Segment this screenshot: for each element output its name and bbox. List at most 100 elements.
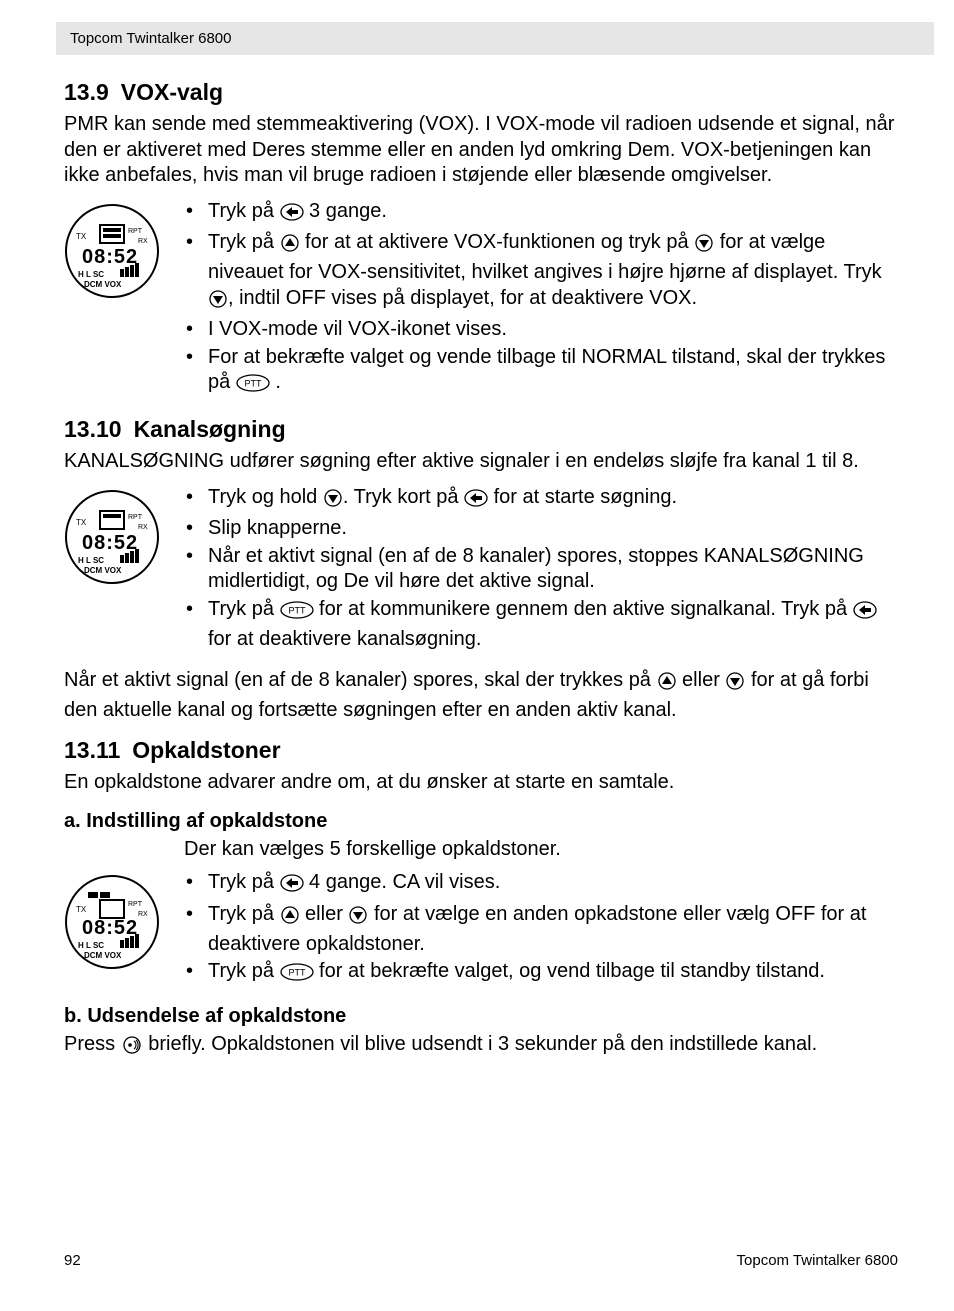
footer-page-number: 92 (64, 1252, 81, 1269)
list-item: Tryk på PTT for at bekræfte valget, og v… (180, 959, 898, 989)
down-icon (348, 906, 368, 932)
svg-text:RX: RX (138, 238, 148, 245)
list-item: Tryk på 4 gange. CA vil vises. (180, 870, 898, 900)
svg-text:H L SC: H L SC (78, 270, 104, 279)
header-product: Topcom Twintalker 6800 (70, 30, 231, 47)
list-item: Tryk på for at at aktivere VOX-funktione… (180, 230, 898, 315)
text: 4 gange. CA vil vises. (304, 871, 501, 893)
section-13-11-a-lead: Der kan vælges 5 forskellige opkaldstone… (184, 837, 898, 863)
svg-text:H L SC: H L SC (78, 556, 104, 565)
list-item: I VOX-mode vil VOX-ikonet vises. (180, 317, 898, 343)
text: Tryk på (208, 871, 280, 893)
section-13-10-bullets: Tryk og hold . Tryk kort på for at start… (180, 485, 898, 655)
lcd-illustration-3: TX RPT RX 08:52 H L SC DCM VOX (64, 874, 160, 970)
text: eller (677, 669, 726, 691)
text: Tryk og hold (208, 486, 323, 508)
page: Topcom Twintalker 6800 13.9 VOX-valg PMR … (0, 22, 954, 1311)
list-item: Tryk på PTT for at kommunikere gennem de… (180, 597, 898, 652)
list-item: Tryk på 3 gange. (180, 199, 898, 229)
menu-icon (280, 874, 304, 900)
section-13-9-row: TX RPT RX 08:52 H L SC DCM VOX Tryk på 3… (64, 199, 898, 402)
text: . (270, 371, 281, 393)
text: . Tryk kort på (343, 486, 464, 508)
svg-text:RPT: RPT (128, 901, 143, 908)
section-13-11-title: Opkaldstoner (132, 737, 280, 763)
section-13-10-post: Når et aktivt signal (en af de 8 kanaler… (64, 668, 898, 723)
section-13-10-row: TX RPT RX 08:52 H L SC DCM VOX Tryk og h… (64, 485, 898, 655)
text: for at starte søgning. (488, 486, 677, 508)
down-icon (323, 489, 343, 515)
section-13-10-title: Kanalsøgning (134, 416, 286, 442)
menu-icon (853, 601, 877, 627)
ptt-icon: PTT (280, 963, 314, 989)
svg-text:08:52: 08:52 (82, 532, 138, 554)
list-item: Slip knapperne. (180, 516, 898, 542)
list-item: Tryk på eller for at vælge en anden opka… (180, 902, 898, 957)
text: briefly. Opkaldstonen vil blive udsendt … (143, 1033, 817, 1055)
footer-product: Topcom Twintalker 6800 (737, 1252, 898, 1269)
list-item: For at bekræfte valget og vende tilbage … (180, 345, 898, 400)
svg-text:DCM VOX: DCM VOX (84, 951, 122, 960)
ptt-icon: PTT (236, 374, 270, 400)
text: 3 gange. (304, 200, 387, 222)
lcd-illustration-2: TX RPT RX 08:52 H L SC DCM VOX (64, 489, 160, 585)
ptt-icon: PTT (280, 601, 314, 627)
section-13-9-heading: 13.9 VOX-valg (64, 79, 898, 106)
section-13-9-intro: PMR kan sende med stemmeaktivering (VOX)… (64, 112, 898, 189)
down-icon (208, 290, 228, 316)
svg-text:RPT: RPT (128, 514, 143, 521)
text: Tryk på (208, 960, 280, 982)
text: Tryk på (208, 903, 280, 925)
section-13-9-bullets: Tryk på 3 gange. Tryk på for at at aktiv… (180, 199, 898, 402)
text: for at deaktivere kanalsøgning. (208, 628, 482, 650)
section-13-11-a-heading: a. Indstilling af opkaldstone (64, 810, 898, 833)
section-13-9-num: 13.9 (64, 79, 109, 106)
section-13-11-a-row: TX RPT RX 08:52 H L SC DCM VOX Tryk på 4… (64, 870, 898, 990)
list-item: Tryk og hold . Tryk kort på for at start… (180, 485, 898, 515)
footer: 92 Topcom Twintalker 6800 (64, 1252, 898, 1269)
section-13-10-heading: 13.10 Kanalsøgning (64, 416, 898, 443)
section-13-10-intro: KANALSØGNING udfører søgning efter aktiv… (64, 449, 898, 475)
svg-text:RX: RX (138, 911, 148, 918)
up-icon (657, 672, 677, 698)
text: Press (64, 1033, 121, 1055)
menu-icon (464, 489, 488, 515)
header-bar: Topcom Twintalker 6800 (56, 22, 934, 55)
call-icon (121, 1036, 143, 1062)
svg-text:08:52: 08:52 (82, 246, 138, 268)
lcd-illustration-1: TX RPT RX 08:52 H L SC DCM VOX (64, 203, 160, 299)
svg-text:RPT: RPT (128, 228, 143, 235)
text: eller (300, 903, 349, 925)
up-icon (280, 906, 300, 932)
text: for at kommunikere gennem den aktive sig… (314, 598, 853, 620)
svg-text:RX: RX (138, 524, 148, 531)
section-13-10-num: 13.10 (64, 416, 122, 443)
section-13-11-heading: 13.11 Opkaldstoner (64, 737, 898, 764)
up-icon (280, 234, 300, 260)
text: Tryk på (208, 598, 280, 620)
svg-text:DCM VOX: DCM VOX (84, 566, 122, 575)
svg-text:DCM VOX: DCM VOX (84, 280, 122, 289)
text: For at bekræfte valget og vende tilbage … (208, 346, 885, 394)
menu-icon (280, 203, 304, 229)
content: 13.9 VOX-valg PMR kan sende med stemmeakt… (0, 55, 954, 1061)
svg-text:08:52: 08:52 (82, 917, 138, 939)
text: Tryk på (208, 200, 280, 222)
text: Tryk på (208, 231, 280, 253)
svg-text:PTT: PTT (288, 968, 306, 978)
text: , indtil OFF vises på displayet, for at … (228, 287, 697, 309)
svg-text:PTT: PTT (288, 605, 306, 615)
text: for at bekræfte valget, og vend tilbage … (314, 960, 825, 982)
svg-text:PTT: PTT (244, 379, 262, 389)
svg-text:TX: TX (76, 232, 87, 241)
section-13-11-a-bullets: Tryk på 4 gange. CA vil vises. Tryk på e… (180, 870, 898, 990)
section-13-9-title: VOX-valg (121, 79, 223, 105)
section-13-11-num: 13.11 (64, 737, 120, 764)
svg-text:TX: TX (76, 518, 87, 527)
svg-text:H L SC: H L SC (78, 941, 104, 950)
list-item: Når et aktivt signal (en af de 8 kanaler… (180, 544, 898, 595)
down-icon (694, 234, 714, 260)
section-13-11-b-text: Press briefly. Opkaldstonen vil blive ud… (64, 1032, 898, 1062)
text: for at at aktivere VOX-funktionen og try… (300, 231, 695, 253)
section-13-11-b-heading: b. Udsendelse af opkaldstone (64, 1005, 898, 1028)
